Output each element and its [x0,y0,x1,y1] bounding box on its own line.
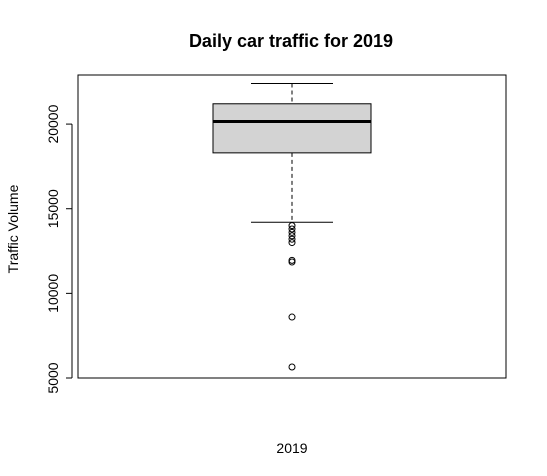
y-tick-label: 15000 [45,189,61,228]
outlier-point [288,239,296,247]
plot-area-frame [77,74,507,379]
outlier-point [288,222,296,230]
outlier-point [288,228,296,236]
x-category-label: 2019 [276,440,307,456]
chart-title: Daily car traffic for 2019 [189,31,393,51]
y-tick-label: 5000 [45,362,61,393]
outlier-point [288,363,296,371]
y-axis: 5000 10000 15000 20000 [45,104,73,394]
box-group [212,82,372,371]
outlier-point [288,258,296,266]
iqr-box [212,103,372,154]
outlier-point [288,313,296,321]
y-tick-label: 20000 [45,104,61,143]
outlier-point [288,235,296,243]
y-axis-label: Traffic Volume [5,184,21,273]
outlier-point [288,232,296,240]
y-tick-label: 10000 [45,274,61,313]
outlier-point [288,225,296,233]
